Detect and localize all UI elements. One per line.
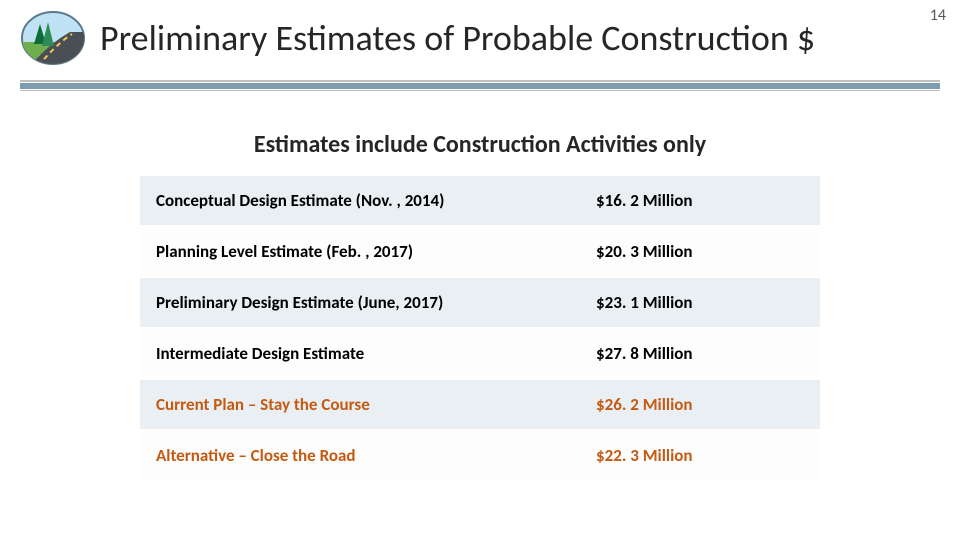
estimates-table-body: Conceptual Design Estimate (Nov. , 2014)… [140,176,820,481]
table-row: Current Plan – Stay the Course$26. 2 Mil… [140,379,820,430]
subtitle: Estimates include Construction Activitie… [0,130,960,159]
estimate-value: $16. 2 Million [580,176,820,226]
page-title: Preliminary Estimates of Probable Constr… [100,16,815,60]
table-row: Alternative – Close the Road$22. 3 Milli… [140,430,820,481]
table-row: Conceptual Design Estimate (Nov. , 2014)… [140,176,820,226]
estimate-value: $20. 3 Million [580,226,820,277]
header: Preliminary Estimates of Probable Constr… [20,10,940,66]
estimate-label: Preliminary Design Estimate (June, 2017) [140,277,580,328]
estimate-label: Current Plan – Stay the Course [140,379,580,430]
estimate-value: $22. 3 Million [580,430,820,481]
estimate-value: $27. 8 Million [580,328,820,379]
estimate-label: Planning Level Estimate (Feb. , 2017) [140,226,580,277]
table-row: Preliminary Design Estimate (June, 2017)… [140,277,820,328]
estimate-label: Intermediate Design Estimate [140,328,580,379]
estimates-table: Conceptual Design Estimate (Nov. , 2014)… [140,176,820,482]
estimate-value: $23. 1 Million [580,277,820,328]
title-rule [20,80,940,90]
table-row: Planning Level Estimate (Feb. , 2017)$20… [140,226,820,277]
slide: 14 Preliminary Estimates of Pro [0,0,960,540]
estimate-value: $26. 2 Million [580,379,820,430]
table-row: Intermediate Design Estimate$27. 8 Milli… [140,328,820,379]
logo-road-trees-icon [20,10,86,66]
estimate-label: Conceptual Design Estimate (Nov. , 2014) [140,176,580,226]
estimate-label: Alternative – Close the Road [140,430,580,481]
